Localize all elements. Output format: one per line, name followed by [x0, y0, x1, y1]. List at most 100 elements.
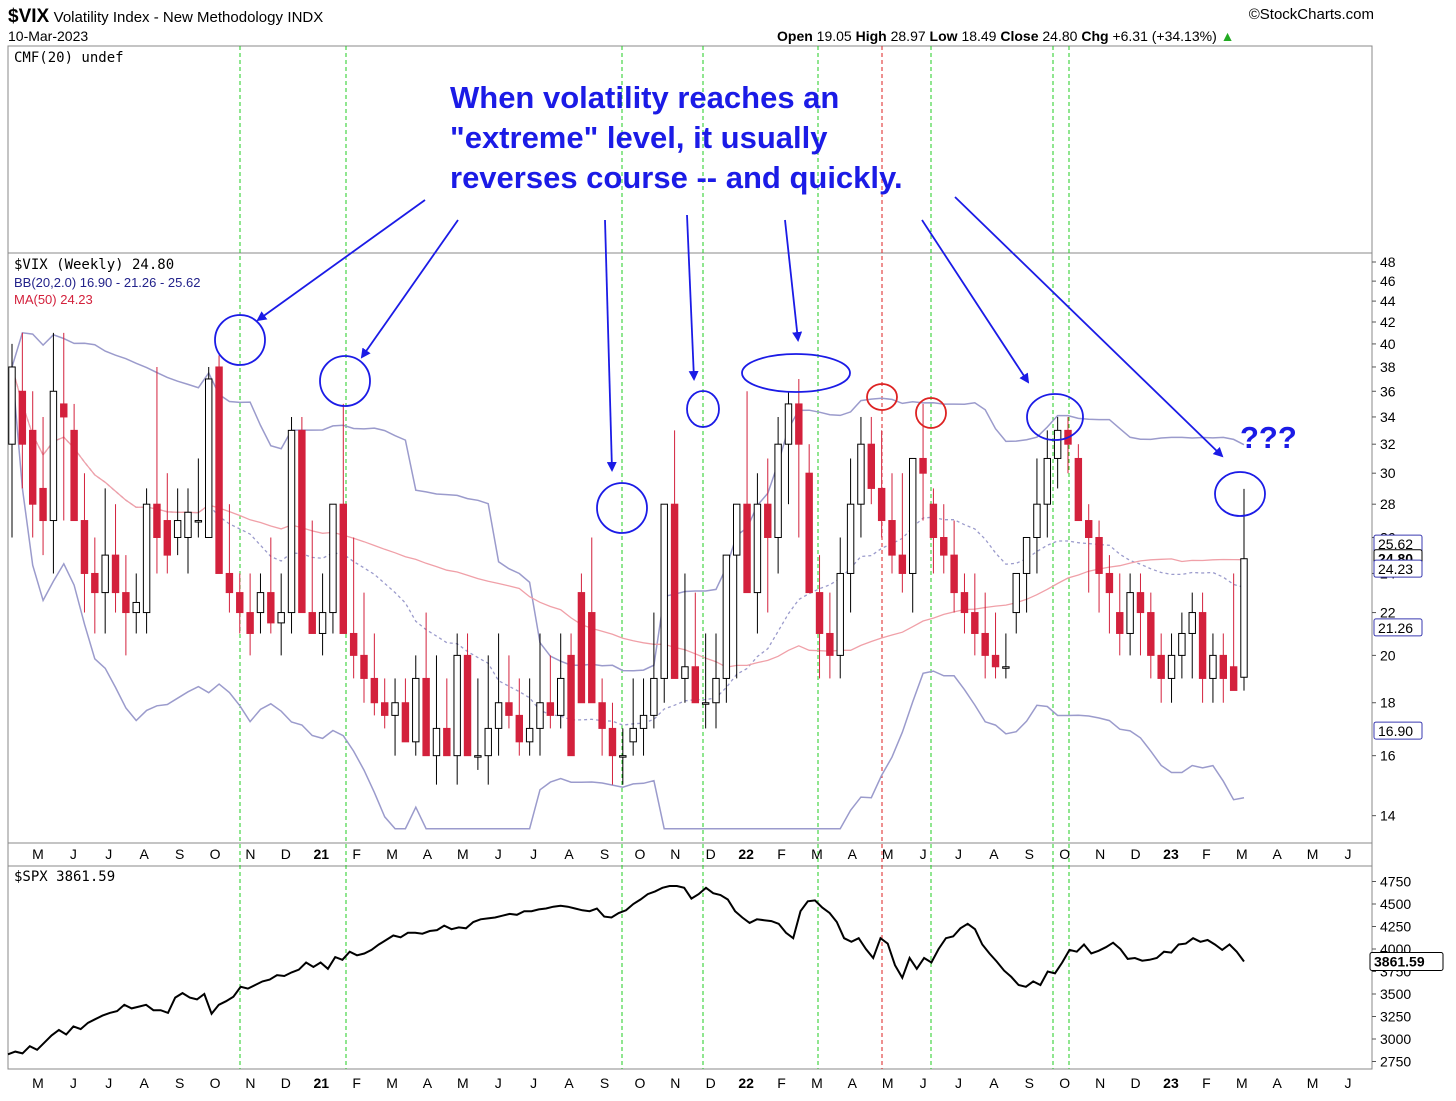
chart-header: $VIX Volatility Index - New Methodology …	[8, 6, 323, 28]
candle-body-3	[39, 487, 47, 522]
vix-ytick-label-4: 22	[1380, 605, 1396, 621]
xtick-label-1-11: A	[423, 1075, 433, 1091]
xtick-label-1-10: M	[386, 1075, 398, 1091]
annotation-line-1: When volatility reaches an	[450, 80, 840, 115]
candle-body-67	[701, 702, 710, 705]
xtick-label-0-6: N	[245, 846, 255, 862]
xtick-label-1-2: J	[105, 1075, 112, 1091]
xtick-label-1-3: A	[140, 1075, 150, 1091]
candle-body-10	[111, 554, 120, 594]
bb-legend: BB(20,2.0) 16.90 - 21.26 - 25.62	[14, 275, 201, 290]
chart-date: 10-Mar-2023	[8, 28, 89, 44]
spx-ytick-label-6: 4250	[1380, 919, 1411, 935]
xtick-label-1-13: J	[495, 1075, 502, 1091]
candle-body-107	[1116, 612, 1124, 634]
annotation-circle-4	[741, 353, 851, 393]
candle-body-114	[1188, 612, 1196, 634]
candle-body-62	[650, 677, 658, 716]
xtick-label-0-35: A	[1273, 846, 1283, 862]
exchange: INDX	[287, 9, 324, 26]
xtick-label-0-27: A	[989, 846, 999, 862]
xtick-label-1-28: S	[1025, 1075, 1034, 1091]
xtick-label-1-32: 23	[1163, 1075, 1179, 1091]
candle-body-99	[1033, 503, 1041, 538]
spx-legend: $SPX 3861.59	[14, 869, 116, 885]
vix-ytick-label-13: 40	[1380, 336, 1396, 352]
candle-body-4	[49, 390, 58, 522]
spx-ytick-label-0: 2750	[1380, 1054, 1411, 1070]
xtick-label-1-22: M	[811, 1075, 823, 1091]
candle-body-116	[1209, 654, 1217, 679]
vix-ytick-label-1: 16	[1380, 748, 1396, 764]
xtick-label-1-18: N	[670, 1075, 680, 1091]
xtick-label-1-17: O	[634, 1075, 645, 1091]
candle-body-119	[1240, 558, 1248, 678]
xtick-label-0-20: 22	[738, 846, 754, 862]
candle-body-74	[774, 443, 782, 538]
candle-body-60	[629, 727, 637, 743]
xtick-label-1-1: J	[70, 1075, 77, 1091]
xtick-label-0-33: F	[1202, 846, 1211, 862]
candle-body-85	[888, 520, 896, 556]
candle-body-50	[525, 727, 534, 743]
candle-body-22	[236, 592, 244, 614]
candle-body-36	[380, 702, 389, 716]
spx-ytick-label-2: 3250	[1380, 1009, 1411, 1025]
spx-ytick-label-1: 3000	[1380, 1031, 1411, 1047]
annotation-circle-3	[686, 390, 720, 428]
candle-body-106	[1105, 572, 1114, 594]
candle-body-32	[339, 503, 348, 634]
xtick-label-0-11: A	[423, 846, 433, 862]
xtick-label-1-16: S	[600, 1075, 609, 1091]
spx-last-label: 3861.59	[1374, 953, 1425, 969]
annotation-circle-5	[1026, 393, 1084, 441]
xtick-label-0-1: J	[70, 846, 77, 862]
candle-body-83	[867, 443, 876, 489]
vix-candles	[8, 332, 1248, 785]
candle-body-80	[836, 572, 844, 656]
candle-body-112	[1167, 654, 1176, 679]
candle-body-96	[1002, 666, 1010, 669]
candle-body-0	[8, 366, 16, 445]
candle-body-48	[505, 702, 513, 716]
xtick-label-0-17: O	[634, 846, 645, 862]
candle-body-100	[1043, 457, 1052, 505]
candle-body-33	[349, 632, 358, 656]
candle-body-7	[80, 520, 89, 574]
candle-body-54	[567, 654, 575, 757]
xtick-label-0-18: N	[670, 846, 680, 862]
candle-body-27	[287, 429, 296, 614]
price-label-3: 21.26	[1378, 620, 1413, 636]
vix-ytick-label-8: 30	[1380, 465, 1396, 481]
candle-body-34	[360, 654, 368, 679]
xtick-label-1-24: M	[882, 1075, 894, 1091]
xtick-label-0-30: N	[1095, 846, 1105, 862]
axes: 14161820222426283032343638404244464825.6…	[32, 254, 1444, 1091]
candle-body-63	[660, 503, 668, 679]
xtick-label-1-29: O	[1059, 1075, 1070, 1091]
xtick-label-1-23: A	[848, 1075, 858, 1091]
annotation-line-2: "extreme" level, it usually	[450, 120, 828, 155]
xtick-label-1-5: O	[210, 1075, 221, 1091]
xtick-label-1-31: D	[1131, 1075, 1141, 1091]
spx-ytick-label-8: 4750	[1380, 874, 1411, 890]
candle-body-115	[1198, 612, 1207, 679]
xtick-label-1-8: 21	[313, 1075, 329, 1091]
candle-body-68	[712, 677, 720, 704]
candle-body-26	[277, 612, 285, 624]
vix-ytick-label-17: 48	[1380, 254, 1396, 270]
candle-body-47	[494, 702, 503, 729]
xtick-label-0-15: A	[564, 846, 574, 862]
annotation-arrow-6	[954, 196, 1224, 458]
xtick-label-0-36: M	[1307, 846, 1319, 862]
candle-body-31	[329, 503, 337, 614]
candle-body-71	[743, 503, 751, 594]
vix-ytick-label-11: 36	[1380, 383, 1396, 399]
annotation-circle-7	[866, 383, 898, 411]
candle-body-58	[608, 727, 617, 757]
xtick-label-0-10: M	[386, 846, 398, 862]
candle-body-109	[1136, 592, 1145, 614]
annotation-circle-8	[915, 397, 947, 429]
chg-value: +6.31 (+34.13%)	[1112, 28, 1217, 44]
cmf-legend: CMF(20) undef	[14, 50, 124, 66]
